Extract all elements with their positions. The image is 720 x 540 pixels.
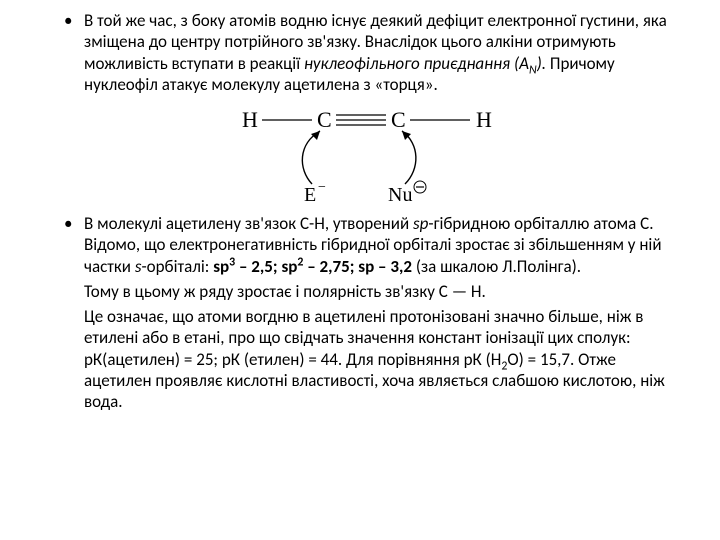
p2-sp: sp xyxy=(413,213,428,234)
p2-c: -орбіталі: xyxy=(141,256,213,277)
p2-e: – 2,75; sp – 3,2 xyxy=(303,256,412,277)
bullet-list-1: В той же час, з боку атомів водню існує … xyxy=(60,10,680,95)
para-3: Тому в цьому ж ряду зростає і полярність… xyxy=(60,281,680,302)
label-e-minus: − xyxy=(318,180,326,195)
label-nu: Nu xyxy=(388,184,412,206)
atom-c1: C xyxy=(317,107,332,132)
p2-d: – 2,5; sp xyxy=(235,256,297,277)
p2-sp3: sp xyxy=(213,256,229,277)
atom-h-right: H xyxy=(476,107,492,132)
reaction-diagram-wrap: H C C H E − Nu xyxy=(60,99,680,209)
arrow-e-head xyxy=(311,131,320,140)
atom-c2: C xyxy=(391,107,406,132)
atom-h-left: H xyxy=(242,107,258,132)
p2-a: В молекулі ацетилену зв'язок С-Н, утворе… xyxy=(84,213,413,234)
p1-d: ). xyxy=(537,53,546,74)
arrow-nu-curve xyxy=(402,131,416,184)
bullet-2: В молекулі ацетилену зв'язок С-Н, утворе… xyxy=(60,213,680,277)
bullet-list-2: В молекулі ацетилену зв'язок С-Н, утворе… xyxy=(60,213,680,277)
reaction-diagram: H C C H E − Nu xyxy=(220,99,520,209)
slide: В той же час, з боку атомів водню існує … xyxy=(0,0,720,426)
p1-c: N xyxy=(529,63,537,77)
p1-b: нуклеофільного приєднання (A xyxy=(304,53,529,74)
p3: Тому в цьому ж ряду зростає і полярність… xyxy=(84,281,486,302)
label-e: E xyxy=(304,184,316,206)
para-4: Це означає, що атоми вогдню в ацетилені … xyxy=(60,306,680,412)
bullet-1: В той же час, з боку атомів водню існує … xyxy=(60,10,680,95)
p2-f: (за шкалою Л.Полінга). xyxy=(412,256,581,277)
